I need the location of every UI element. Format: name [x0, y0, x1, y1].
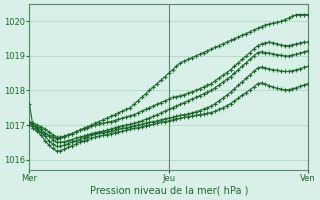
- X-axis label: Pression niveau de la mer( hPa ): Pression niveau de la mer( hPa ): [90, 186, 248, 196]
